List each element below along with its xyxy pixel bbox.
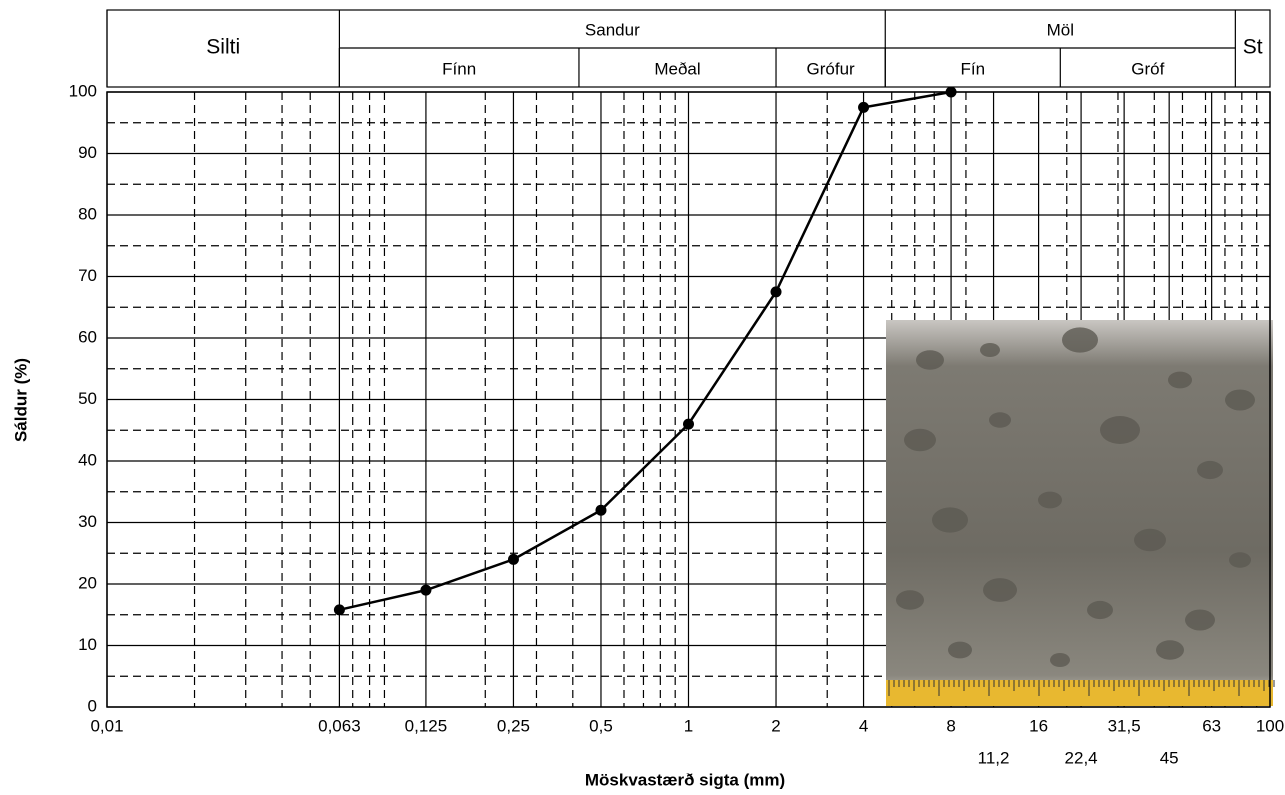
zone-label: Silti: [206, 36, 240, 59]
y-tick-label: 60: [78, 327, 97, 346]
y-axis-label: Sáldur (%): [11, 358, 30, 442]
pebble: [989, 412, 1011, 428]
pebble: [1038, 491, 1062, 509]
pebble: [1050, 653, 1070, 667]
x-tick-label: 0,25: [497, 716, 530, 735]
x-tick-label: 0,063: [318, 716, 361, 735]
data-point: [333, 604, 345, 616]
y-tick-label: 70: [78, 266, 97, 285]
pebble: [1062, 327, 1098, 353]
pebble: [1087, 600, 1113, 620]
pebble: [1225, 389, 1255, 411]
pebble: [1197, 460, 1223, 480]
x-tick-label: 22,4: [1065, 748, 1098, 767]
subzone-label: Gróf: [1131, 59, 1164, 78]
y-tick-label: 10: [78, 635, 97, 654]
y-tick-label: 90: [78, 143, 97, 162]
x-tick-label: 1: [684, 716, 693, 735]
x-tick-label: 63: [1202, 716, 1221, 735]
data-line: [339, 90, 952, 612]
data-point: [507, 553, 519, 565]
x-axis-label: Möskvastærð sigta (mm): [585, 770, 785, 789]
data-point: [595, 504, 607, 516]
y-tick-label: 20: [78, 573, 97, 592]
pebble: [1156, 640, 1184, 660]
data-point: [858, 101, 870, 113]
subzone-label: Fínn: [442, 59, 476, 78]
pebble: [896, 590, 924, 610]
x-tick-label: 31,5: [1108, 716, 1141, 735]
subzone-label: Meðal: [654, 59, 700, 78]
data-point: [770, 286, 782, 298]
y-tick-label: 50: [78, 389, 97, 408]
x-tick-label: 0,125: [405, 716, 448, 735]
pebble: [1168, 371, 1192, 389]
zone-label: Möl: [1047, 20, 1074, 39]
y-tick-label: 0: [88, 696, 97, 715]
x-tick-label: 8: [946, 716, 955, 735]
y-tick-label: 30: [78, 512, 97, 531]
x-tick-label: 0,5: [589, 716, 613, 735]
pebble: [983, 578, 1017, 602]
pebble: [1229, 552, 1251, 568]
pebble: [1185, 609, 1215, 631]
x-tick-label: 100: [1256, 716, 1284, 735]
zone-label: St: [1243, 36, 1263, 59]
pebble: [904, 428, 936, 452]
y-tick-label: 40: [78, 450, 97, 469]
y-tick-label: 80: [78, 204, 97, 223]
x-tick-label: 4: [859, 716, 868, 735]
data-point: [420, 584, 432, 596]
pebble: [980, 343, 1000, 357]
pebble: [948, 641, 972, 659]
x-tick-label: 2: [771, 716, 780, 735]
plot-frame: [106, 91, 1271, 708]
subzone-label: Fín: [960, 59, 985, 78]
data-point: [683, 418, 694, 430]
pebble: [1134, 528, 1166, 552]
x-tick-label: 45: [1160, 748, 1179, 767]
pebble: [1100, 416, 1140, 444]
y-tick-label: 100: [69, 81, 97, 100]
pebble: [916, 350, 944, 370]
sample-photo: [886, 320, 1275, 706]
subzone-label: Grófur: [807, 59, 856, 78]
x-tick-label: 0,01: [90, 716, 123, 735]
x-tick-label: 11,2: [978, 748, 1010, 767]
pebble: [932, 507, 968, 533]
x-tick-label: 16: [1029, 716, 1048, 735]
zone-label: Sandur: [585, 20, 640, 39]
